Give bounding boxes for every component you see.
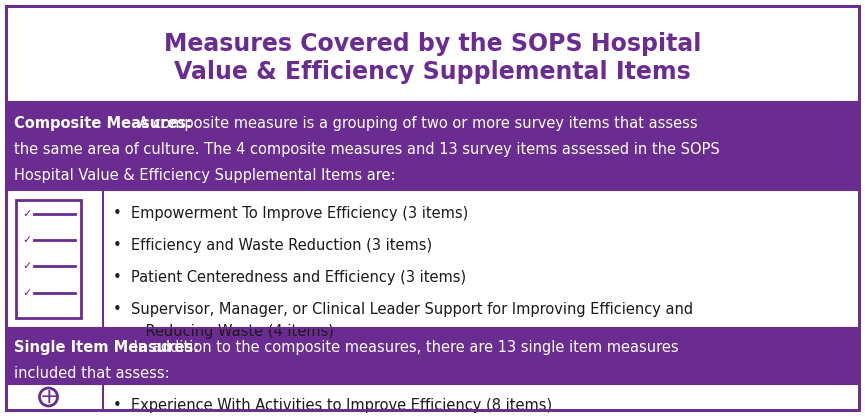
Text: ✓: ✓: [22, 209, 31, 219]
Text: Hospital Value & Efficiency Supplemental Items are:: Hospital Value & Efficiency Supplemental…: [14, 168, 395, 183]
Text: •  Efficiency and Waste Reduction (3 items): • Efficiency and Waste Reduction (3 item…: [113, 238, 432, 253]
Bar: [6, 328, 859, 384]
Text: Reducing Waste (4 items): Reducing Waste (4 items): [127, 324, 334, 339]
Text: A composite measure is a grouping of two or more survey items that assess: A composite measure is a grouping of two…: [134, 116, 698, 131]
Text: •  Experience With Activities to Improve Efficiency (8 items): • Experience With Activities to Improve …: [113, 398, 552, 413]
Text: ✓: ✓: [22, 288, 31, 298]
Text: ✓: ✓: [22, 235, 31, 245]
Text: •  Patient Centeredness and Efficiency (3 items): • Patient Centeredness and Efficiency (3…: [113, 270, 466, 285]
Bar: [6, 102, 859, 190]
Text: +: +: [39, 387, 58, 407]
Text: •  Empowerment To Improve Efficiency (3 items): • Empowerment To Improve Efficiency (3 i…: [113, 206, 468, 221]
Text: Value & Efficiency Supplemental Items: Value & Efficiency Supplemental Items: [174, 60, 691, 84]
Text: the same area of culture. The 4 composite measures and 13 survey items assessed : the same area of culture. The 4 composit…: [14, 142, 720, 157]
Text: Single Item Measures:: Single Item Measures:: [14, 340, 199, 355]
Text: included that assess:: included that assess:: [14, 366, 170, 381]
Text: •  Supervisor, Manager, or Clinical Leader Support for Improving Efficiency and: • Supervisor, Manager, or Clinical Leade…: [113, 302, 693, 317]
Text: Composite Measures:: Composite Measures:: [14, 116, 192, 131]
Circle shape: [40, 388, 57, 406]
Text: Measures Covered by the SOPS Hospital: Measures Covered by the SOPS Hospital: [163, 32, 702, 56]
Text: In addition to the composite measures, there are 13 single item measures: In addition to the composite measures, t…: [129, 340, 679, 355]
Text: ✓: ✓: [22, 261, 31, 272]
Bar: [16, 200, 81, 318]
